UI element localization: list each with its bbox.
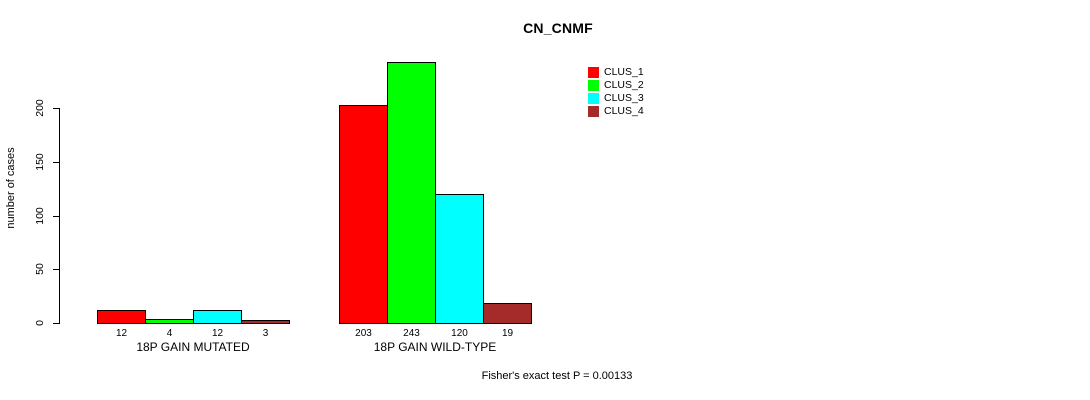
legend-label-clus_4: CLUS_4 <box>604 105 644 117</box>
bar-clus_2-wildtype <box>387 62 436 324</box>
bar-clus_1-wildtype <box>339 105 388 324</box>
y-axis-tick-label-text: 100 <box>34 206 46 225</box>
legend-swatch-clus_2 <box>588 80 599 91</box>
bar-value-label: 4 <box>166 328 173 339</box>
y-axis-tick-label-text: 0 <box>34 320 46 326</box>
bar-clus_4-mutated <box>241 320 290 324</box>
bar-value-label: 12 <box>211 328 224 339</box>
bar-value-label: 3 <box>262 328 269 339</box>
legend-label-clus_2: CLUS_2 <box>604 79 644 91</box>
y-axis-tick <box>53 108 59 110</box>
y-axis-tick-label-text: 200 <box>34 99 46 118</box>
bar-value-label: 120 <box>451 328 468 339</box>
legend-label-clus_3: CLUS_3 <box>604 92 644 104</box>
fisher-test-annotation: Fisher's exact test P = 0.00133 <box>481 370 633 382</box>
y-axis-line <box>59 108 60 324</box>
y-axis-tick <box>53 161 59 163</box>
legend-swatch-clus_4 <box>588 106 599 117</box>
y-axis-tick <box>53 323 59 324</box>
bar-clus_2-mutated <box>145 319 194 324</box>
bar-clus_1-mutated <box>97 310 146 324</box>
y-axis-tick <box>53 269 59 271</box>
bar-value-label: 19 <box>501 328 514 339</box>
bar-clus_3-mutated <box>193 310 242 324</box>
category-label: 18P GAIN WILD-TYPE <box>373 340 497 354</box>
chart-title: CN_CNMF <box>523 20 593 36</box>
bar-value-label: 12 <box>115 328 128 339</box>
y-axis-label-text: number of cases <box>5 147 17 229</box>
legend-swatch-clus_3 <box>588 93 599 104</box>
y-axis-tick-label-text: 50 <box>34 263 46 276</box>
bar-value-label: 203 <box>355 328 372 339</box>
bar-clus_3-wildtype <box>435 194 484 324</box>
legend-swatch-clus_1 <box>588 67 599 78</box>
bar-clus_4-wildtype <box>483 303 532 324</box>
y-axis-tick-label-text: 150 <box>34 153 46 171</box>
category-label: 18P GAIN MUTATED <box>136 340 250 354</box>
legend-label-clus_1: CLUS_1 <box>604 66 644 78</box>
bar-value-label: 243 <box>403 328 420 339</box>
y-axis-tick <box>53 215 59 217</box>
